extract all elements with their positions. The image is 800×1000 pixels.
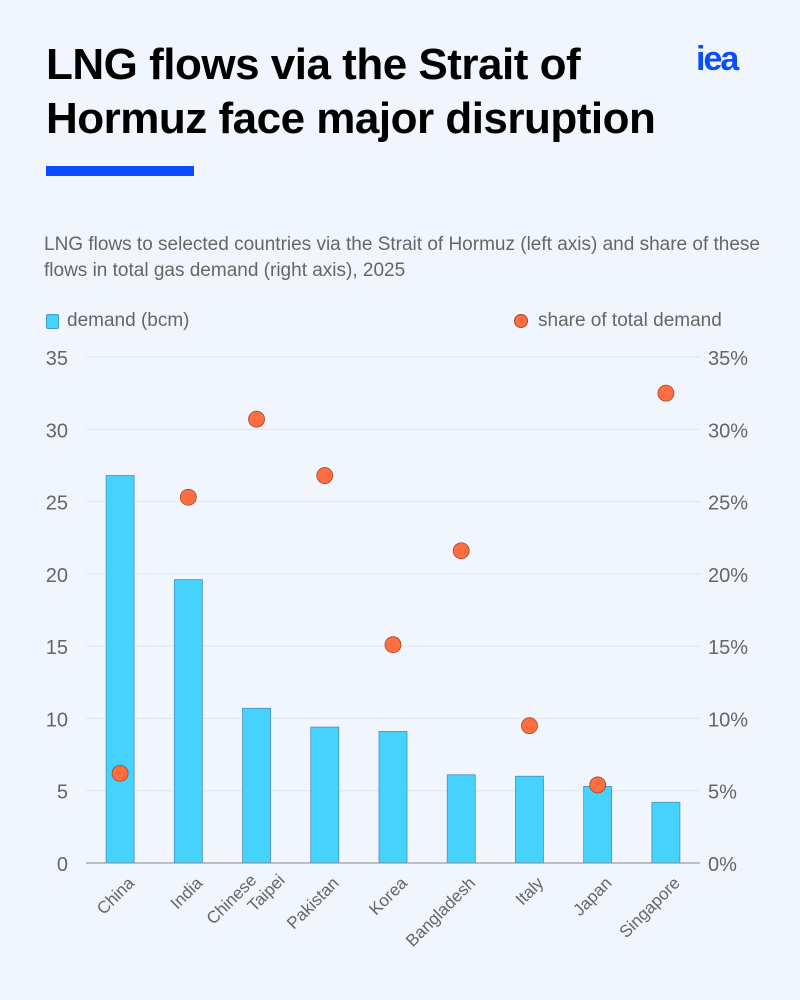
y2-tick-label: 10% — [708, 709, 748, 731]
share-dot — [589, 776, 607, 794]
y2-tick-label: 35% — [708, 348, 748, 370]
share-dot — [111, 764, 129, 782]
title-accent-bar — [46, 166, 194, 176]
share-dot — [384, 636, 402, 654]
x-tick-label: Japan — [569, 873, 615, 919]
y-tick-label: 5 — [57, 782, 68, 804]
share-dot — [179, 488, 197, 506]
legend-item-demand: demand (bcm) — [46, 310, 190, 332]
share-dot — [248, 410, 265, 428]
y-tick-label: 15 — [46, 637, 68, 659]
bar — [651, 801, 681, 864]
bar — [583, 785, 613, 864]
share-dot — [657, 384, 675, 402]
bar — [378, 731, 408, 864]
y2-tick-label: 30% — [708, 420, 748, 442]
y2-tick-label: 25% — [708, 493, 748, 515]
y-tick-label: 35 — [46, 348, 68, 370]
share-dot — [452, 542, 470, 560]
share-dot — [521, 717, 538, 735]
legend-label: share of total demand — [538, 310, 722, 331]
y2-tick-label: 20% — [708, 565, 748, 587]
iea-logo: iea — [696, 40, 739, 78]
x-tick-label: China — [93, 873, 138, 918]
x-tick-label: ChineseTaipei — [203, 856, 289, 942]
bar — [515, 775, 544, 864]
legend-bar-swatch — [46, 313, 59, 329]
x-tick-label: Korea — [365, 873, 411, 919]
bar — [242, 707, 271, 864]
legend-dot-swatch — [514, 314, 528, 328]
bar — [310, 726, 340, 864]
bar — [105, 475, 135, 864]
x-tick-label: Bangladesh — [402, 873, 479, 950]
x-tick-label: Italy — [512, 873, 548, 909]
y-tick-label: 30 — [46, 420, 68, 442]
share-dot — [316, 467, 334, 484]
x-tick-label: India — [167, 873, 207, 913]
y2-tick-label: 5% — [708, 782, 737, 804]
bar — [446, 774, 476, 864]
y-tick-label: 10 — [46, 709, 68, 731]
y2-tick-label: 0% — [708, 854, 737, 876]
legend-item-share: share of total demand — [514, 310, 722, 332]
chart-title: LNG flows via the Strait of Hormuz face … — [46, 40, 656, 143]
y-tick-label: 25 — [46, 493, 68, 515]
y-tick-label: 0 — [57, 854, 68, 876]
x-tick-label: Singapore — [616, 873, 684, 941]
chart-subtitle: LNG flows to selected countries via the … — [44, 234, 760, 281]
legend-label: demand (bcm) — [67, 310, 190, 331]
x-tick-label: Pakistan — [283, 873, 343, 933]
bar — [173, 579, 203, 864]
y2-tick-label: 15% — [708, 637, 748, 659]
y-tick-label: 20 — [46, 565, 68, 587]
